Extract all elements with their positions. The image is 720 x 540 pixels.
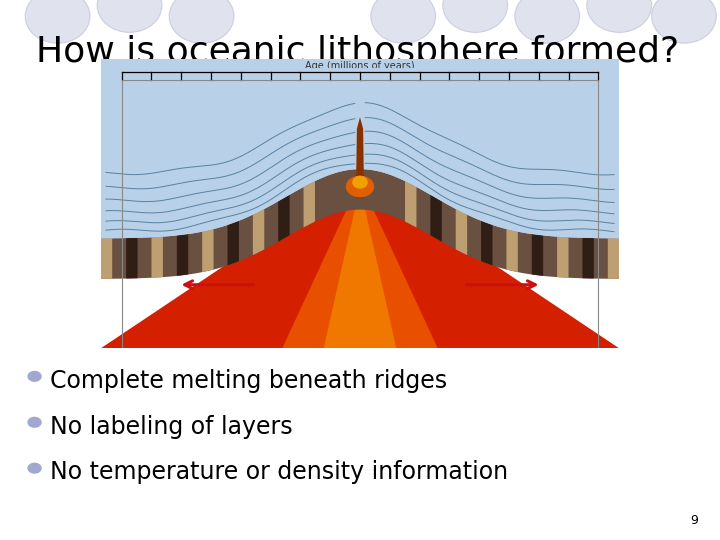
Polygon shape	[101, 169, 619, 279]
Ellipse shape	[352, 176, 368, 188]
Polygon shape	[282, 181, 438, 348]
Ellipse shape	[515, 0, 580, 43]
Polygon shape	[101, 68, 360, 238]
Text: 1: 1	[357, 83, 363, 91]
Polygon shape	[456, 209, 467, 255]
Text: No temperature or density information: No temperature or density information	[50, 461, 508, 484]
Polygon shape	[101, 238, 112, 279]
Text: 7: 7	[595, 83, 601, 91]
Text: 9: 9	[690, 514, 698, 526]
Text: 6: 6	[208, 83, 214, 91]
Text: 8: 8	[148, 83, 154, 91]
Polygon shape	[253, 209, 264, 255]
Polygon shape	[360, 68, 619, 238]
Text: 2: 2	[328, 83, 333, 91]
Text: Age (millions of years): Age (millions of years)	[305, 61, 415, 71]
Ellipse shape	[443, 0, 508, 32]
Text: 5: 5	[536, 83, 541, 91]
Circle shape	[28, 417, 41, 427]
Text: 5: 5	[238, 83, 243, 91]
Text: 0: 0	[387, 83, 392, 91]
Polygon shape	[582, 238, 594, 279]
Text: 6: 6	[566, 83, 572, 91]
Text: How is oceanic lithosphere formed?: How is oceanic lithosphere formed?	[36, 35, 679, 69]
Text: 1: 1	[417, 83, 423, 91]
Polygon shape	[304, 181, 315, 227]
Polygon shape	[228, 221, 239, 266]
Polygon shape	[177, 234, 188, 276]
Polygon shape	[324, 186, 396, 348]
Circle shape	[28, 372, 41, 381]
Ellipse shape	[169, 0, 234, 43]
Polygon shape	[356, 117, 364, 198]
Text: 2: 2	[446, 83, 452, 91]
Polygon shape	[126, 238, 138, 279]
Polygon shape	[608, 238, 619, 279]
Text: 3: 3	[477, 83, 482, 91]
Ellipse shape	[97, 0, 162, 32]
Bar	[101, 59, 619, 247]
Text: 3: 3	[297, 83, 303, 91]
Polygon shape	[151, 237, 163, 278]
Ellipse shape	[652, 0, 716, 43]
Circle shape	[28, 463, 41, 473]
Text: 4: 4	[268, 83, 274, 91]
Ellipse shape	[25, 0, 90, 43]
Polygon shape	[481, 221, 492, 266]
Polygon shape	[532, 234, 543, 276]
Text: Complete melting beneath ridges: Complete melting beneath ridges	[50, 369, 448, 393]
Polygon shape	[506, 229, 518, 272]
Text: 9: 9	[119, 83, 125, 91]
Polygon shape	[431, 195, 442, 242]
Polygon shape	[405, 181, 416, 227]
Text: 7: 7	[179, 83, 184, 91]
Text: 4: 4	[506, 83, 512, 91]
Polygon shape	[202, 229, 214, 272]
Polygon shape	[278, 195, 289, 242]
Text: No labeling of layers: No labeling of layers	[50, 415, 293, 438]
Ellipse shape	[346, 176, 374, 197]
Ellipse shape	[587, 0, 652, 32]
Polygon shape	[101, 175, 619, 348]
Polygon shape	[557, 237, 569, 278]
Ellipse shape	[371, 0, 436, 43]
